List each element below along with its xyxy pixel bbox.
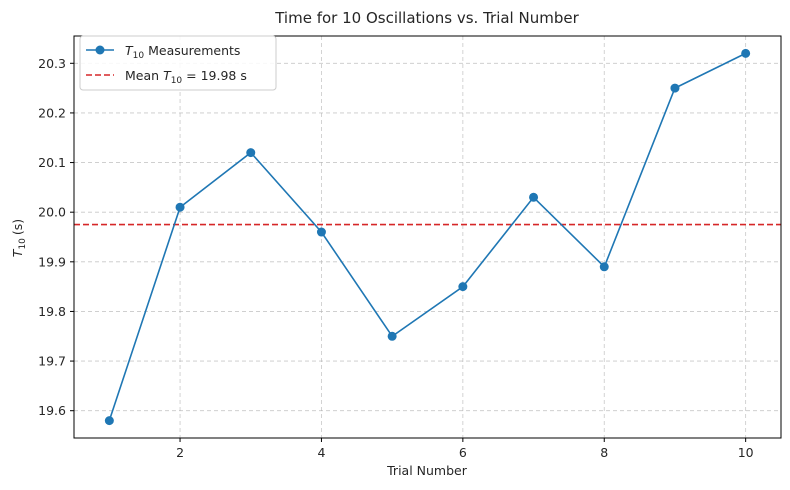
y-tick-label: 20.2 xyxy=(38,105,66,120)
data-point xyxy=(387,331,397,341)
y-tick-label: 20.0 xyxy=(38,205,66,220)
y-tick-label: 19.7 xyxy=(38,354,66,369)
legend-box xyxy=(79,35,277,91)
grid xyxy=(74,36,781,438)
data-point xyxy=(599,262,609,272)
y-axis-label: T10(s) xyxy=(10,219,28,257)
x-tick-label: 6 xyxy=(459,445,467,460)
series-line xyxy=(108,52,746,421)
data-point xyxy=(316,227,326,237)
x-axis-label: Trial Number xyxy=(386,463,468,478)
y-tick-label: 19.6 xyxy=(38,403,66,418)
series xyxy=(104,48,751,426)
data-point xyxy=(670,83,680,93)
y-tick-label: 20.1 xyxy=(38,155,66,170)
chart-title: Time for 10 Oscillations vs. Trial Numbe… xyxy=(274,9,579,27)
legend-series-label: T10 Measurements xyxy=(125,43,240,61)
data-point xyxy=(246,148,256,158)
y-tick-label: 20.3 xyxy=(38,56,66,71)
data-point xyxy=(104,416,114,426)
data-point xyxy=(529,192,539,202)
x-tick-label: 10 xyxy=(738,445,754,460)
ticks: 2 4 6 8 10 19.6 19.7 19.8 19.9 20.0 20.1 20.2 20.3 xyxy=(38,56,753,460)
legend-mean-label: Mean T10 = 19.98 s xyxy=(125,68,247,86)
y-tick-label: 19.8 xyxy=(38,304,66,319)
x-tick-label: 8 xyxy=(600,445,608,460)
data-point xyxy=(458,282,468,292)
legend-series-marker xyxy=(95,45,105,55)
y-tick-label: 19.9 xyxy=(38,254,66,269)
plot-area xyxy=(73,35,782,439)
data-point xyxy=(741,48,751,58)
x-tick-label: 2 xyxy=(176,445,184,460)
data-point xyxy=(175,202,185,212)
legend: T10 Measurements Mean T10 = 19.98 s xyxy=(79,35,277,91)
x-tick-label: 4 xyxy=(317,445,325,460)
